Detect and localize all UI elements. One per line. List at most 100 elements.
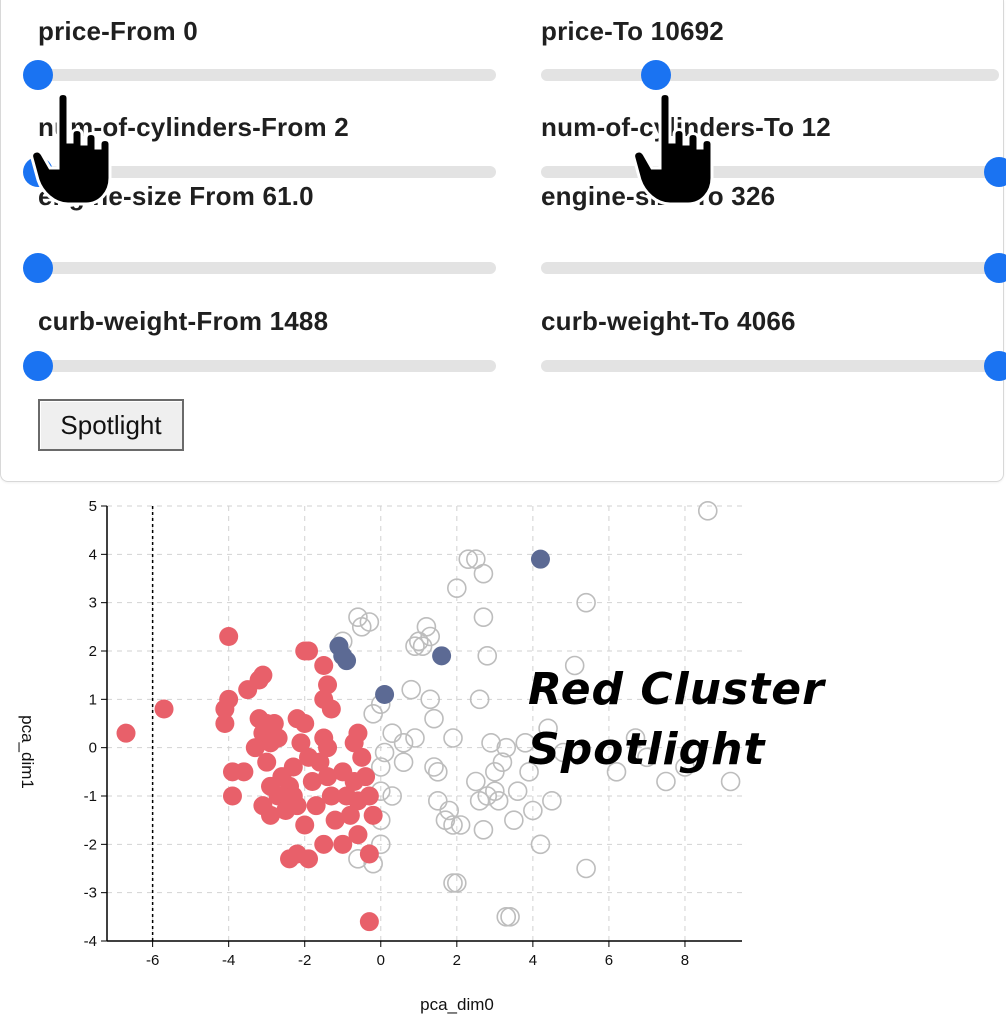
curb-weight-to-thumb[interactable] [984,351,1006,381]
engine-size-from-label: engine-size From 61.0 [38,181,314,211]
price-from-slider[interactable] [23,60,496,90]
scatter-point-gray-outline [370,834,391,855]
scatter-point-gray-outline [359,612,380,632]
scatter-point-gray-outline [504,810,524,830]
scatter-point-gray-outline [405,636,425,656]
scatter-point-gray-outline [656,771,676,792]
engine-size-from-slider[interactable] [23,253,496,283]
scatter-point-gray-outline [485,781,505,801]
scatter-point-gray-outline [443,873,463,893]
num-of-cylinders-from-slider[interactable] [23,157,496,187]
annotation-line2: Spotlight [528,724,766,775]
scatter-point-gray-outline [439,800,460,821]
scatter-point-gray-outline [697,501,718,521]
price-to-slider[interactable] [541,60,999,90]
scatter-point-gray-outline [370,757,391,777]
chart-annotation: Red Cluster Spotlight [528,660,825,780]
engine-size-to-slider[interactable] [541,253,1006,283]
y-tick-label: 4 [89,546,97,563]
scatter-point-red-filled [359,844,379,864]
price-from-thumb[interactable] [23,60,53,90]
scatter-point-gray-outline [393,752,414,772]
scatter-point-gray-outline [481,733,501,753]
scatter-point-red-filled [310,752,330,772]
scatter-point-red-filled [359,912,379,932]
num-of-cylinders-from-label: num-of-cylinders-From 2 [38,112,349,142]
scatter-point-red-filled [302,772,322,791]
scatter-point-gray-outline [488,791,509,811]
scatter-point-gray-outline [424,757,444,777]
scatter-point-red-filled [333,834,353,854]
engine-size-to-label: engine-size-To 326 [541,181,776,211]
scatter-point-gray-outline [473,563,494,584]
scatter-point-gray-outline [530,834,551,855]
scatter-point-gray-outline [466,771,486,792]
scatter-point-gray-outline [405,728,425,748]
scatter-point-gray-outline [428,762,448,782]
pca-scatter-chart: -6 -4 -2 0 2 4 6 8 -4 -3 -2 -1 0 1 2 3 4 5 pca_dim0 pca_d… [18,498,742,1014]
y-tick-label: 3 [89,595,97,612]
scatter-point-red-filled [219,689,239,709]
scatter-point-gray-outline [420,689,441,710]
scatter-point-gray-outline [564,655,585,676]
num-of-cylinders-to-slider[interactable] [541,157,1006,187]
scatter-point-gray-outline [519,762,539,782]
scatter-point-red-filled [299,641,319,661]
scatter-point-gray-outline [515,733,536,753]
scatter-point-red-filled [116,723,136,743]
scatter-point-red-filled [154,699,174,719]
scatter-point-gray-outline [447,578,467,598]
scatter-point-gray-outline [553,742,574,763]
price-to-thumb[interactable] [640,60,671,90]
scatter-point-gray-outline [507,781,528,801]
scatter-point-gray-outline [477,646,498,666]
y-tick-label: 0 [89,740,97,757]
scatter-point-red-filled [257,752,277,772]
y-tick-label: -3 [84,885,97,902]
scatter-point-gray-outline [625,728,646,748]
x-tick-label: 8 [681,952,689,969]
scatter-point-red-filled [268,728,288,748]
scatter-point-gray-outline [428,791,448,811]
chart-points [116,501,741,932]
scatter-point-gray-outline [393,733,414,753]
scatter-point-red-filled [348,723,368,743]
engine-size-to-thumb[interactable] [984,253,1006,283]
scatter-point-gray-outline [443,815,463,835]
num-of-cylinders-to-thumb[interactable] [984,157,1006,187]
scatter-point-gray-outline [720,771,741,792]
chart-axes: -6 -4 -2 0 2 4 6 8 -4 -3 -2 -1 0 1 2 3 4 5 [84,498,742,969]
scatter-point-red-filled [234,762,254,782]
scatter-point-red-filled [359,786,379,806]
scatter-point-red-filled [215,714,235,733]
spotlight-button[interactable]: Spotlight [38,399,184,451]
scatter-point-blue-filled [530,549,550,569]
scatter-point-red-filled [219,627,239,646]
scatter-point-red-filled [306,796,326,816]
scatter-point-red-filled [321,699,341,719]
scatter-point-gray-outline [538,718,558,739]
scatter-point-red-filled [318,675,338,695]
scatter-point-gray-outline [401,679,421,700]
scatter-point-red-filled [261,805,281,825]
scatter-point-gray-outline [637,747,657,768]
scatter-point-gray-outline [382,786,402,806]
y-tick-label: -4 [84,933,97,950]
scatter-point-red-filled [318,767,338,787]
scatter-point-gray-outline [374,742,395,763]
y-tick-label: -1 [84,788,97,805]
scatter-point-red-filled [318,738,338,758]
x-tick-label: 6 [605,952,613,969]
scatter-point-blue-filled [375,685,395,704]
curb-weight-from-thumb[interactable] [23,351,53,381]
annotation-line1: Red Cluster [528,664,825,715]
curb-weight-from-slider[interactable] [23,351,496,381]
scatter-point-gray-outline [458,549,479,569]
y-tick-label: 1 [89,691,97,708]
scatter-point-gray-outline [492,752,513,772]
scatter-point-red-filled [264,714,284,733]
engine-size-from-thumb[interactable] [23,253,53,283]
curb-weight-to-slider[interactable] [541,351,1006,381]
scatter-point-blue-filled [432,646,452,666]
x-tick-label: 0 [377,952,385,969]
